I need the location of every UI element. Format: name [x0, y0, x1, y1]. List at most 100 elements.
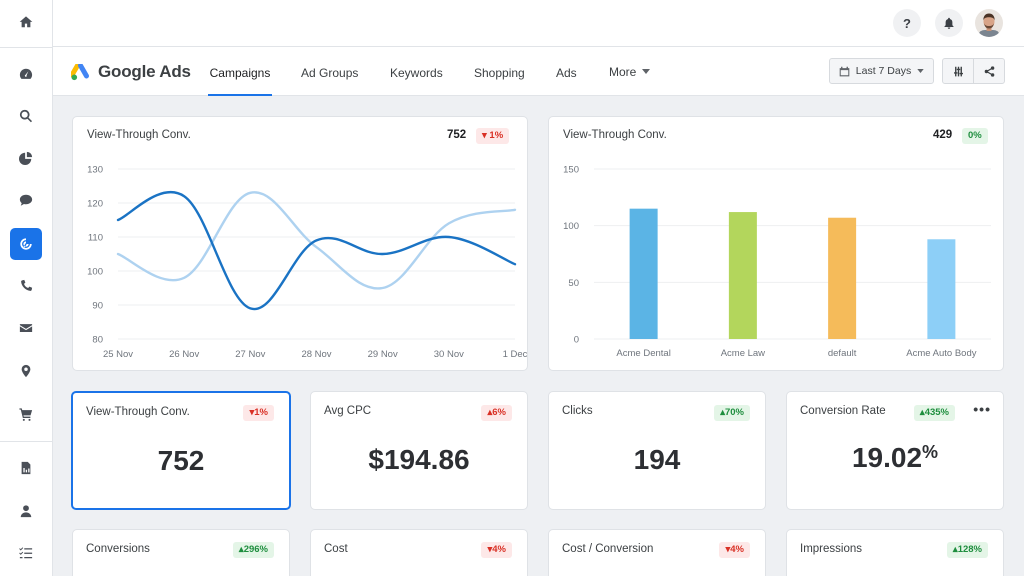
tab-ad-groups[interactable]: Ad Groups [301, 66, 359, 80]
bar-chart-total: 429 [933, 129, 953, 141]
bar-3[interactable] [828, 217, 857, 339]
sidebar-calls[interactable] [10, 270, 42, 302]
metric-card-cost[interactable]: Cost ▾4% [310, 529, 528, 576]
bar-chart-change-badge: 0% [962, 128, 988, 144]
user-icon [20, 505, 32, 518]
tab-more[interactable]: More [609, 47, 651, 96]
bar-4[interactable] [927, 239, 956, 339]
bar-chart: 0 50 100 150 Acme Dental Acme Law default Acme … [563, 165, 991, 359]
metric-change-badge: ▴128% [946, 542, 988, 558]
series-line-2 [116, 191, 517, 290]
metric-title: Conversion Rate [800, 405, 886, 417]
sliders-icon [953, 66, 963, 76]
sidebar-ecommerce[interactable] [10, 398, 42, 430]
x-tick-label: default [828, 348, 857, 359]
sidebar-chat[interactable] [10, 184, 42, 216]
metric-change-badge: ▴296% [232, 542, 274, 558]
help-icon: ? [903, 15, 911, 31]
more-options-icon[interactable]: ••• [973, 401, 991, 417]
caret-up-icon: ▴ [238, 544, 244, 555]
date-range-label: Last 7 Days [855, 65, 912, 77]
google-ads-logo-icon [71, 63, 89, 80]
search-icon [19, 109, 33, 123]
share-button[interactable] [974, 59, 1004, 83]
location-pin-icon [21, 364, 31, 378]
sidebar-google-ads[interactable] [10, 228, 42, 260]
tab-shopping[interactable]: Shopping [474, 66, 525, 80]
tab-ads[interactable]: Ads [556, 66, 577, 80]
sidebar-users[interactable] [10, 495, 42, 527]
top-bar: ? [53, 0, 1024, 47]
metric-value-text: 194 [633, 444, 681, 475]
filter-settings-button[interactable] [943, 59, 974, 83]
metric-change-badge: ▴6% [481, 405, 512, 421]
help-button[interactable]: ? [893, 9, 921, 37]
caret-up-icon: ▴ [487, 407, 493, 418]
y-tick-label: 110 [88, 233, 103, 244]
nav-bar: Google Ads Campaigns Ad Groups Keywords … [53, 47, 1024, 96]
tab-keywords[interactable]: Keywords [390, 66, 443, 80]
metric-change-badge: ▴435% [913, 405, 955, 421]
x-tick-label: Acme Law [721, 348, 765, 359]
metric-card-avg-cpc[interactable]: Avg CPC ▴6% $194.86 [310, 391, 528, 510]
y-tick-label: 0 [574, 335, 579, 346]
phone-icon [21, 279, 33, 291]
metric-card-view-through-conv[interactable]: View-Through Conv. ▾1% 752 [71, 391, 291, 510]
chat-icon [19, 194, 33, 206]
mail-icon [19, 324, 33, 332]
tab-campaigns[interactable]: Campaigns [208, 47, 272, 96]
metric-title: Conversions [86, 543, 150, 555]
notifications-button[interactable] [935, 9, 963, 37]
cart-icon [19, 408, 33, 421]
pie-chart-icon [19, 151, 33, 165]
metric-value: 194 [549, 444, 765, 476]
line-chart-change: 1% [489, 130, 504, 141]
metric-card-clicks[interactable]: Clicks ▴70% 194 [548, 391, 766, 510]
metric-card-conversions[interactable]: Conversions ▴296% [72, 529, 290, 576]
metric-value-text: 19.02 [851, 442, 923, 473]
metric-value-text: $194.86 [368, 444, 470, 475]
sidebar-reports[interactable] [10, 142, 42, 174]
sidebar-local[interactable] [10, 355, 42, 387]
dashboard-icon [19, 68, 33, 79]
brand[interactable]: Google Ads [71, 62, 191, 82]
metric-card-conversion-rate[interactable]: Conversion Rate ▴435% ••• 19.02% [786, 391, 1004, 510]
date-range-button[interactable]: Last 7 Days [829, 58, 934, 84]
metric-value-text: 752 [157, 445, 205, 476]
calendar-icon [839, 66, 850, 76]
view-actions [942, 58, 1005, 84]
caret-down-icon: ▾ [725, 544, 731, 555]
list-check-icon [19, 547, 33, 559]
series-line-1 [116, 190, 517, 311]
x-tick-label: 27 Nov [235, 349, 265, 360]
sidebar-dashboard[interactable] [10, 58, 42, 90]
sidebar-divider [0, 47, 53, 48]
brand-name: Google Ads [98, 62, 191, 81]
metric-change: 1% [254, 407, 268, 418]
caret-up-icon: ▴ [919, 407, 925, 418]
sidebar-tasks[interactable] [10, 537, 42, 569]
google-ads-icon [20, 238, 32, 250]
metric-change-badge: ▾4% [719, 542, 750, 558]
sidebar-home[interactable] [10, 6, 42, 38]
avatar-photo [975, 9, 1003, 37]
bar-2[interactable] [728, 212, 757, 339]
x-tick-label: 26 Nov [169, 349, 199, 360]
sidebar-email[interactable] [10, 312, 42, 344]
metric-card-cost-per-conversion[interactable]: Cost / Conversion ▾4% [548, 529, 766, 576]
bar-1[interactable] [629, 208, 658, 339]
metric-change: 4% [730, 544, 744, 555]
metric-change: 4% [492, 544, 506, 555]
caret-down-icon: ▾ [249, 407, 255, 418]
sidebar-report-files[interactable] [10, 452, 42, 484]
line-chart: 80 90 100 110 120 130 25 Nov 26 Nov 27 Nov 28 Nov… [87, 165, 528, 361]
sidebar [0, 0, 53, 576]
metric-change: 296% [243, 544, 268, 555]
avatar[interactable] [975, 9, 1003, 37]
metric-title: Clicks [562, 405, 593, 417]
metric-card-impressions[interactable]: Impressions ▴128% [786, 529, 1004, 576]
line-chart-card: View-Through Conv. 752 ▾ 1% 80 90 100 110 12… [72, 116, 528, 371]
metric-value: 19.02% [787, 442, 1003, 474]
x-tick-label: 29 Nov [368, 349, 398, 360]
sidebar-search[interactable] [10, 100, 42, 132]
